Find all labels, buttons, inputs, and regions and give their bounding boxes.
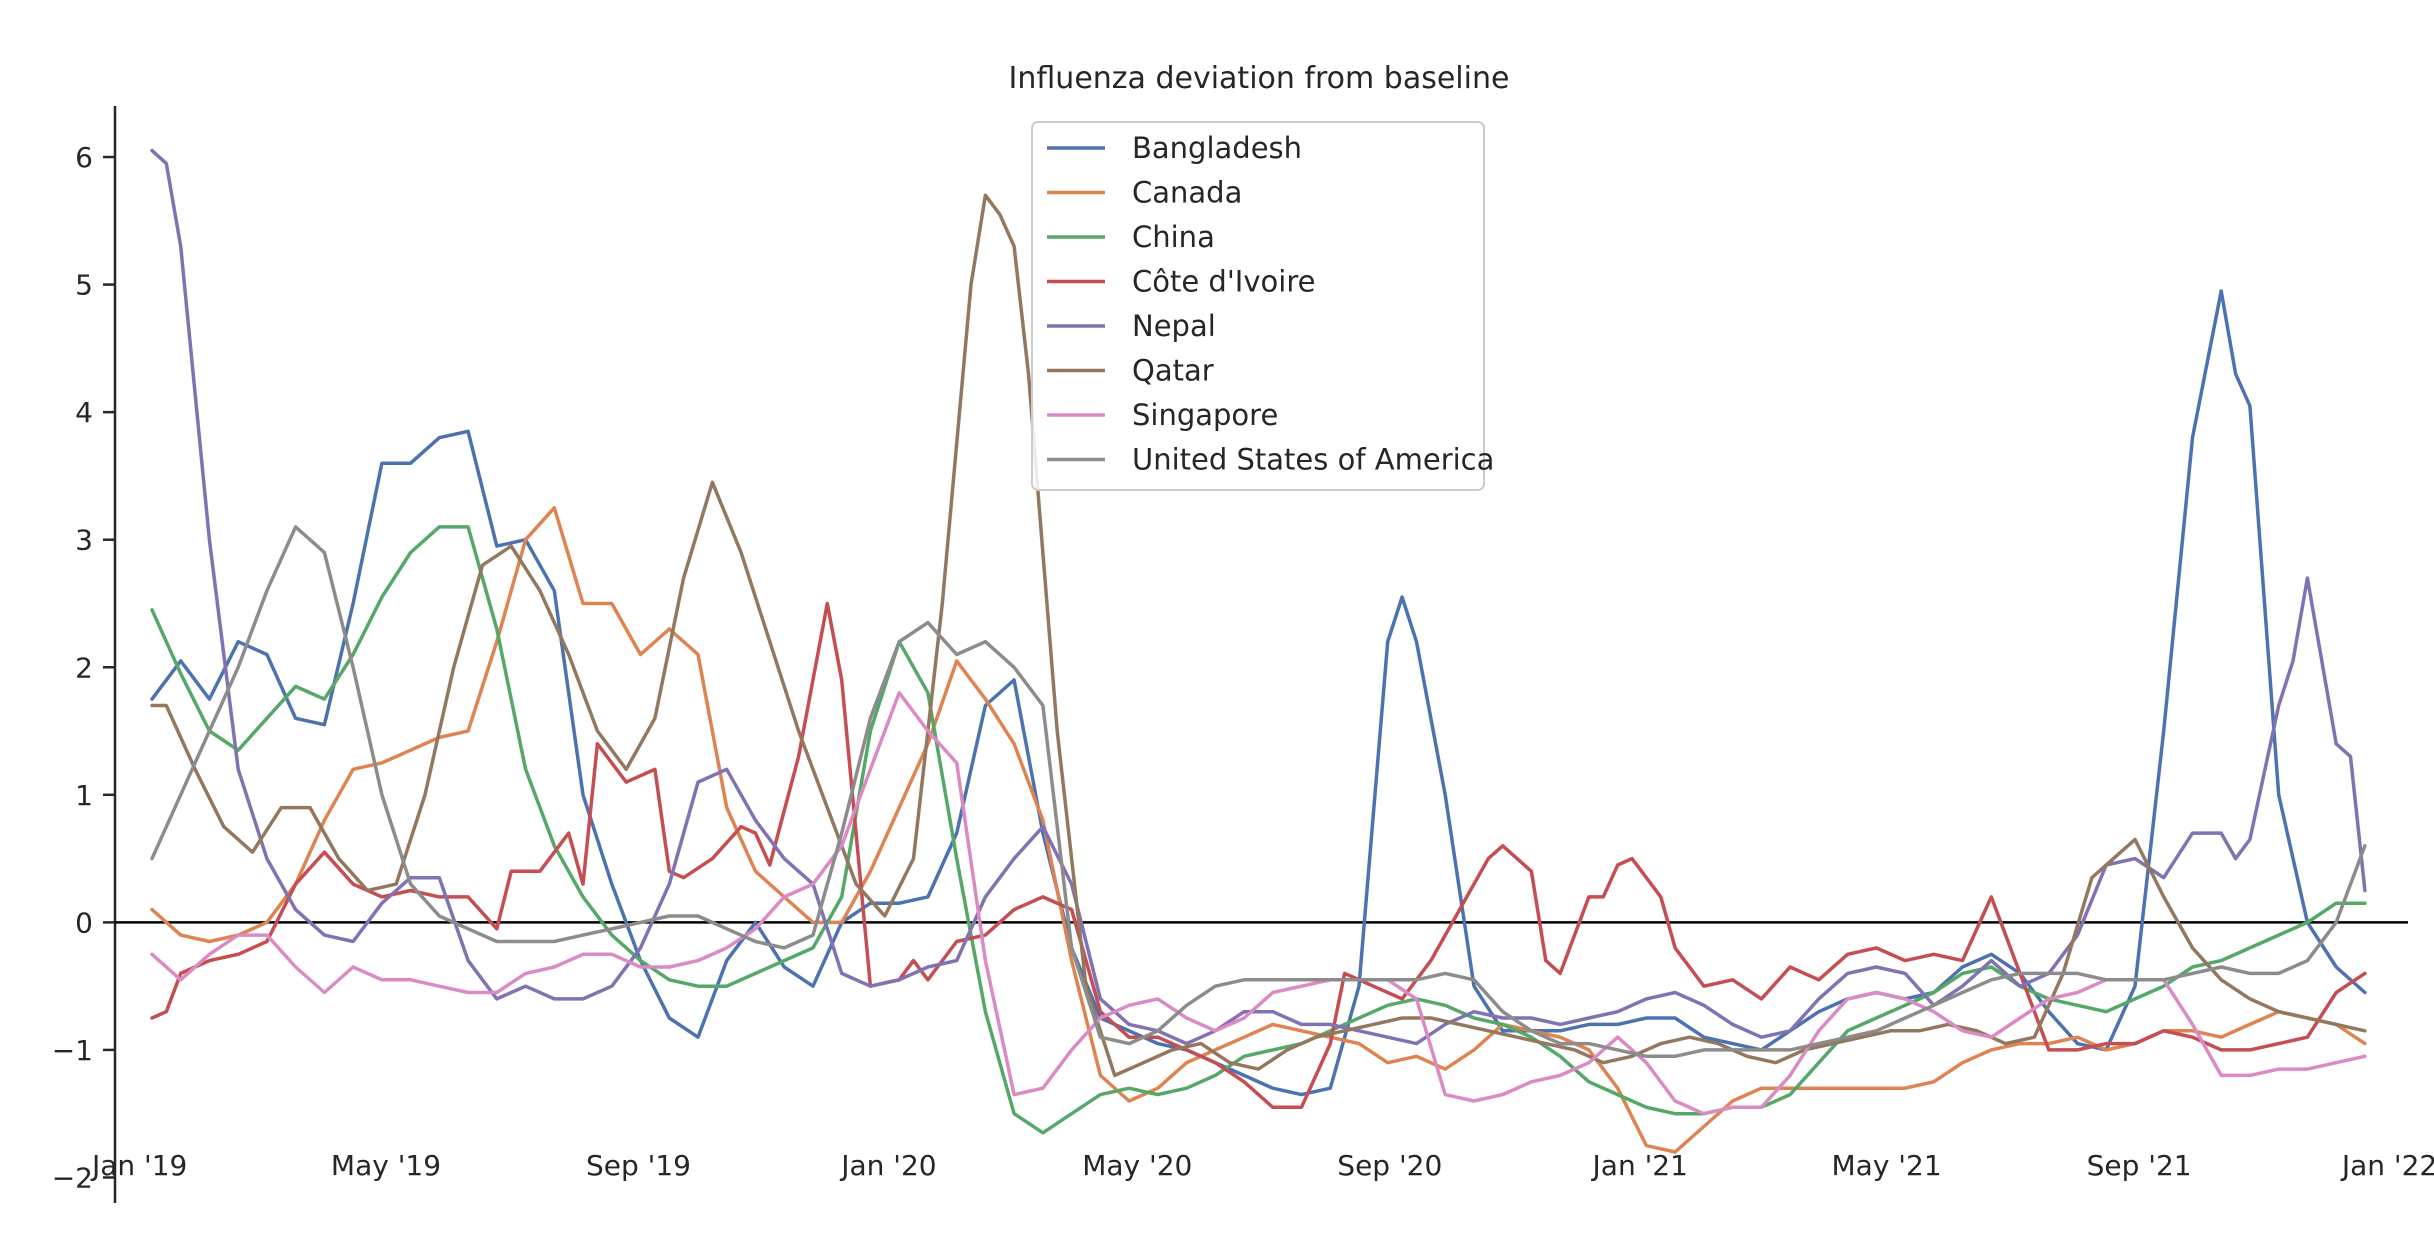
x-tick-label: May '21 [1832, 1149, 1942, 1182]
legend-label: China [1132, 220, 1215, 254]
x-tick-label: May '20 [1082, 1149, 1192, 1182]
series-line [150, 691, 2367, 1116]
series-line [150, 506, 2367, 1154]
y-tick-label: 6 [75, 141, 93, 174]
legend-label: Nepal [1132, 309, 1216, 343]
legend-box [1031, 121, 1485, 491]
legend-label: Qatar [1132, 354, 1214, 388]
series-line [150, 601, 2367, 1110]
series-lines [150, 148, 2367, 1154]
y-tick-label: 5 [75, 269, 93, 302]
y-tick-label: 1 [75, 779, 93, 812]
series-line [150, 193, 2367, 1078]
x-axis-ticks: Jan '19 May '19 Sep '19 Jan '20 May '20 Sep '… [90, 1149, 2434, 1182]
x-tick-label: Jan '19 [90, 1149, 187, 1182]
legend-label: Singapore [1132, 398, 1278, 432]
x-tick-label: May '19 [331, 1149, 441, 1182]
legend-label: Canada [1132, 176, 1242, 210]
y-tick-label: −1 [52, 1034, 93, 1067]
legend-label: Côte d'Ivoire [1132, 265, 1315, 299]
legend-items: Bangladesh Canada China Côte d'Ivoire Nepal Q… [1047, 131, 1494, 477]
series-line [150, 525, 2367, 1059]
series-line [150, 148, 2367, 1046]
series-line [150, 525, 2367, 1135]
y-tick-label: 2 [75, 651, 93, 684]
x-tick-label: Jan '21 [1591, 1149, 1688, 1182]
legend-label: Bangladesh [1132, 131, 1302, 165]
y-tick-label: −2 [52, 1161, 93, 1194]
y-tick-label: 3 [75, 524, 93, 557]
series-line [150, 289, 2367, 1097]
y-tick-label: 0 [75, 906, 93, 939]
y-tick-label: 4 [75, 396, 93, 429]
y-axis-ticks: −2 −1 0 1 2 3 4 5 6 [52, 141, 115, 1194]
legend: Bangladesh Canada China Côte d'Ivoire Nepal Q… [1031, 121, 1494, 491]
x-tick-label: Sep '19 [586, 1149, 691, 1182]
x-tick-label: Sep '20 [1337, 1149, 1442, 1182]
x-tick-label: Sep '21 [2087, 1149, 2192, 1182]
x-tick-label: Jan '20 [839, 1149, 936, 1182]
legend-label: United States of America [1132, 443, 1494, 477]
x-tick-label: Jan '22 [2340, 1149, 2434, 1182]
chart-title: Influenza deviation from baseline [1009, 61, 1510, 96]
